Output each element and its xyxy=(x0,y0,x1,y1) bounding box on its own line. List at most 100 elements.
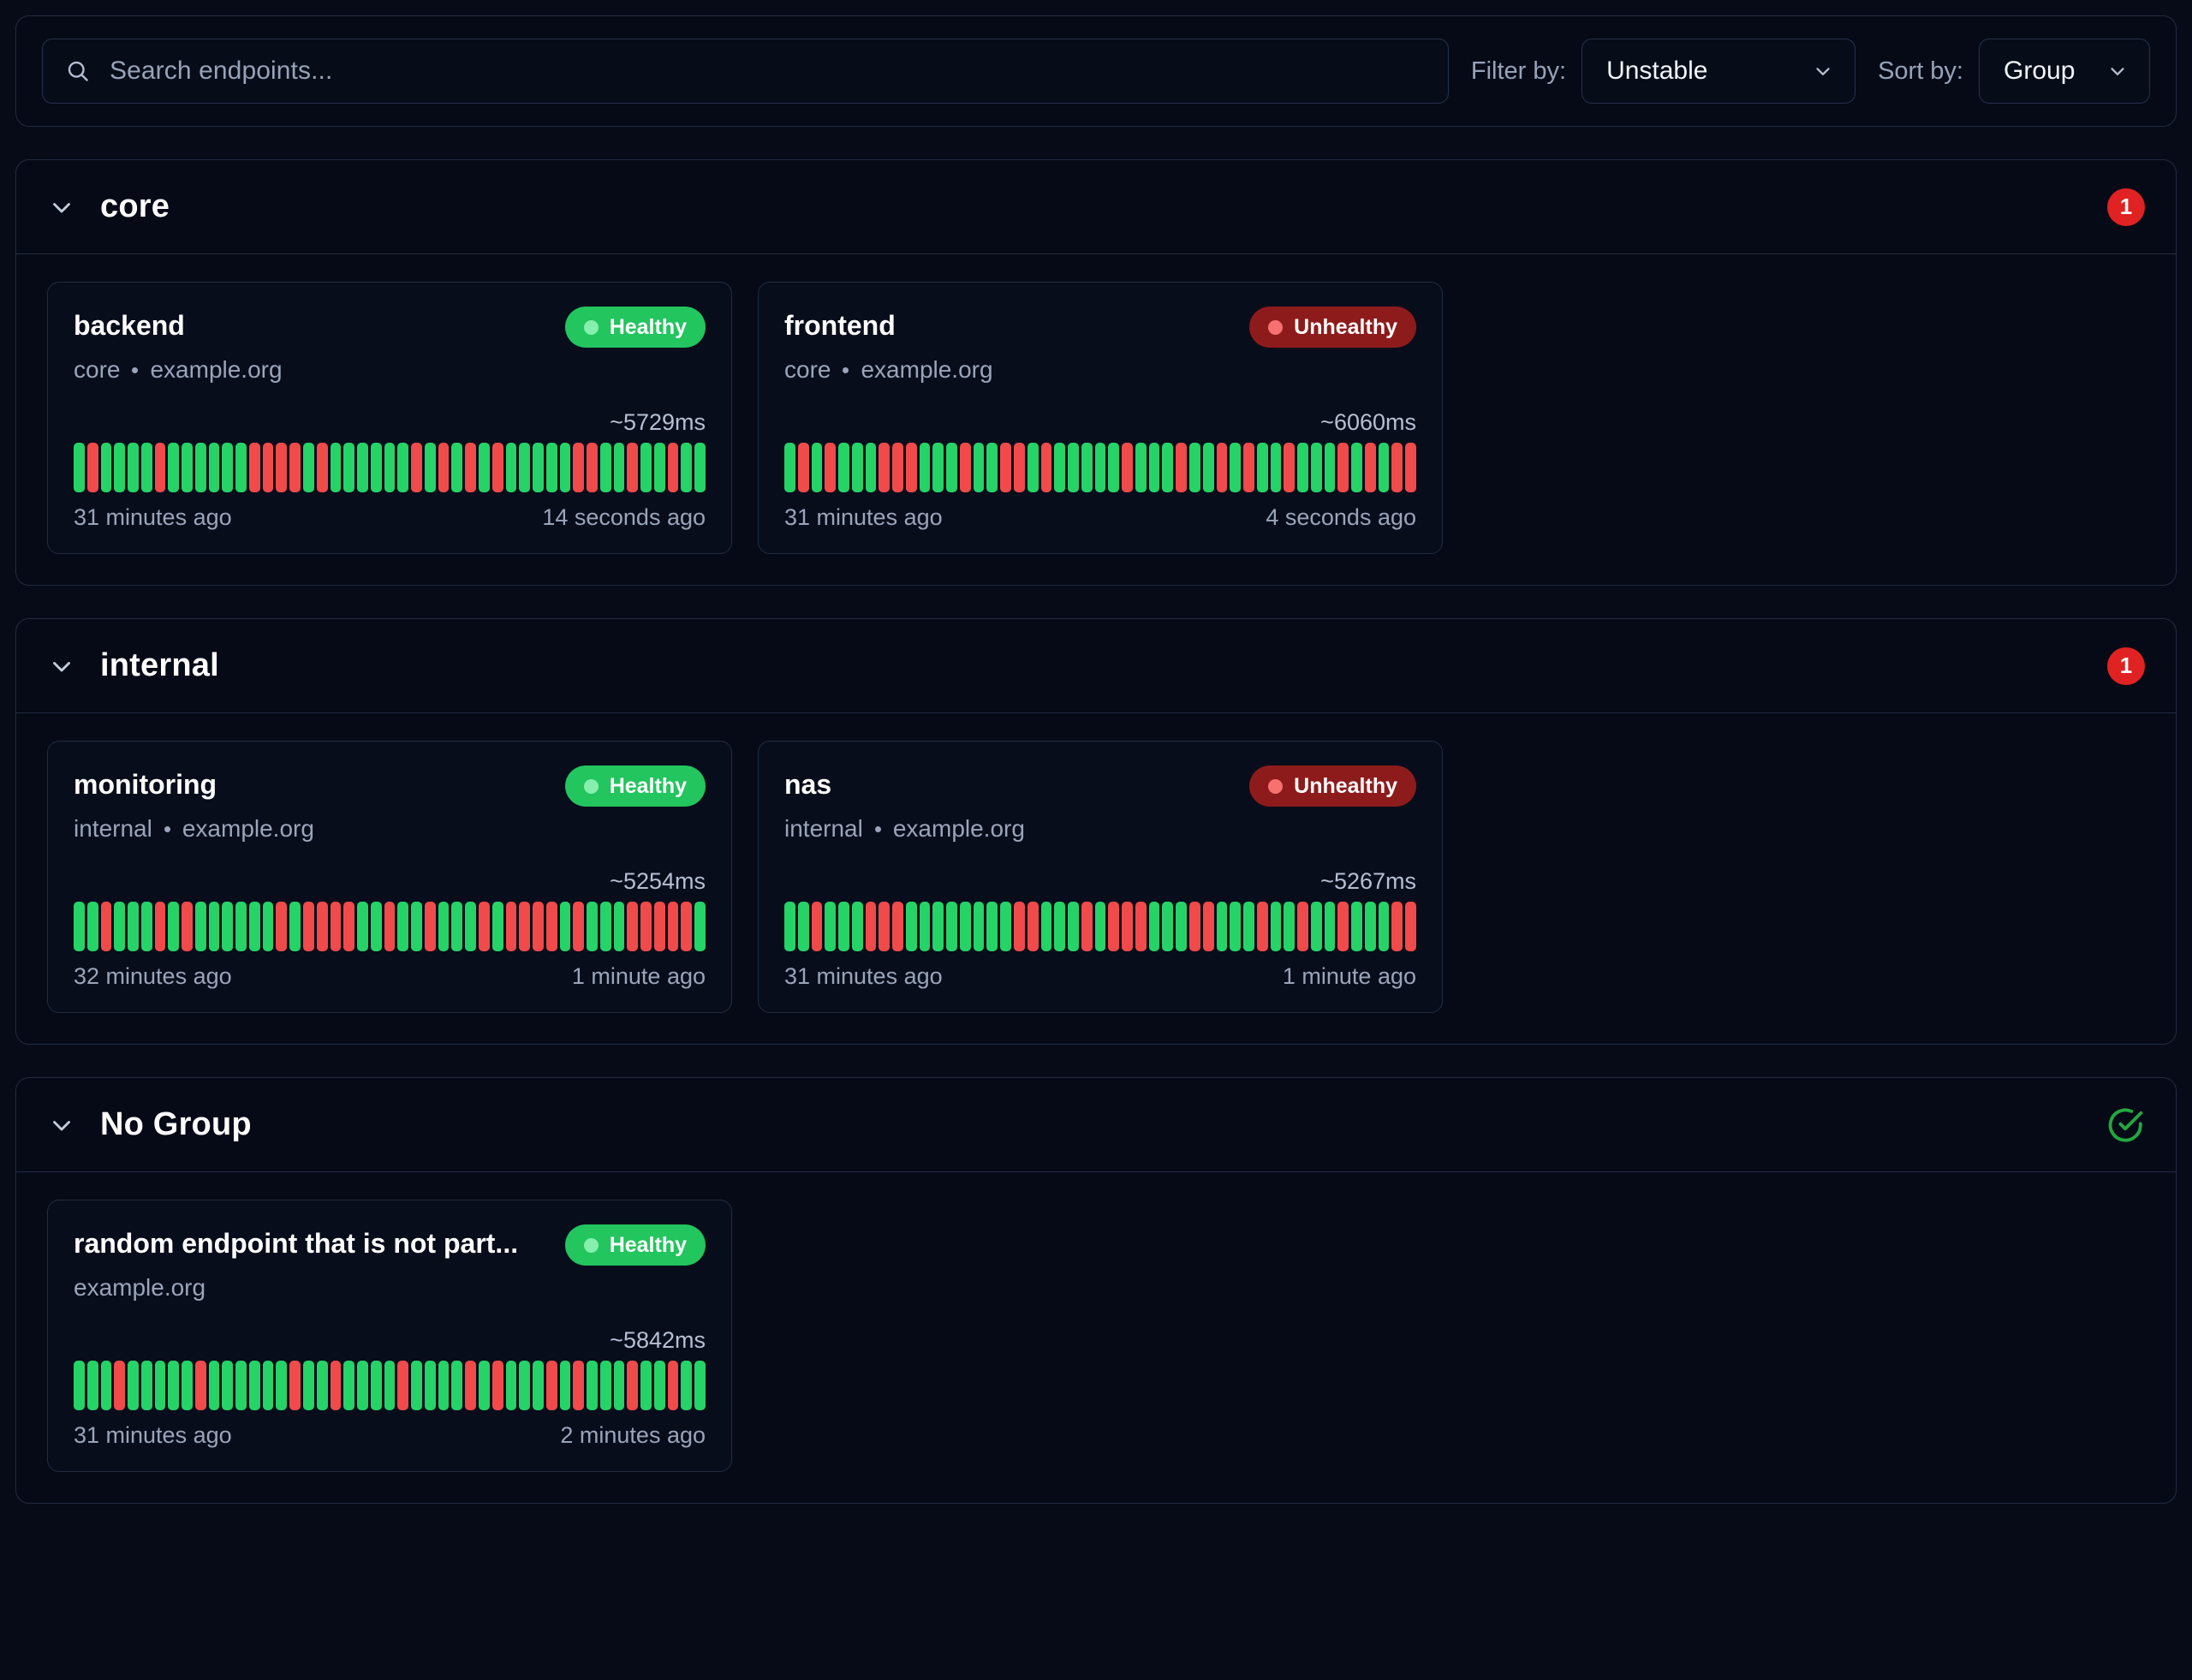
status-bar[interactable] xyxy=(397,1361,409,1410)
status-bar[interactable] xyxy=(235,443,247,492)
status-bar[interactable] xyxy=(384,1361,396,1410)
status-bar[interactable] xyxy=(411,902,422,951)
status-bar[interactable] xyxy=(465,902,476,951)
status-bar[interactable] xyxy=(1324,443,1336,492)
status-bar[interactable] xyxy=(128,902,139,951)
status-bar[interactable] xyxy=(1364,443,1376,492)
status-bar[interactable] xyxy=(533,443,544,492)
status-bar[interactable] xyxy=(357,902,368,951)
status-bar[interactable] xyxy=(1351,902,1362,951)
status-bar[interactable] xyxy=(905,443,917,492)
status-bar[interactable] xyxy=(587,443,598,492)
status-bar[interactable] xyxy=(384,902,396,951)
status-bar[interactable] xyxy=(465,1361,476,1410)
status-bar[interactable] xyxy=(114,902,126,951)
status-bar[interactable] xyxy=(208,443,220,492)
status-bar[interactable] xyxy=(653,902,665,951)
status-bar[interactable] xyxy=(86,443,98,492)
status-bar[interactable] xyxy=(316,902,328,951)
status-bar[interactable] xyxy=(1270,902,1282,951)
group-header-internal[interactable]: internal 1 xyxy=(16,619,2176,713)
status-bar[interactable] xyxy=(451,443,463,492)
status-bar[interactable] xyxy=(681,902,693,951)
status-bar[interactable] xyxy=(222,1361,234,1410)
status-bar[interactable] xyxy=(627,1361,639,1410)
status-bar[interactable] xyxy=(330,443,342,492)
status-bar[interactable] xyxy=(86,1361,98,1410)
status-bar[interactable] xyxy=(587,902,598,951)
status-bar[interactable] xyxy=(1068,443,1079,492)
status-bar[interactable] xyxy=(411,443,422,492)
status-bar[interactable] xyxy=(1040,443,1052,492)
status-bar[interactable] xyxy=(505,1361,517,1410)
status-bar[interactable] xyxy=(248,902,260,951)
status-bar[interactable] xyxy=(343,443,355,492)
status-bar[interactable] xyxy=(1324,902,1336,951)
status-bar[interactable] xyxy=(74,1361,85,1410)
status-bar[interactable] xyxy=(128,443,139,492)
status-bar[interactable] xyxy=(451,902,463,951)
status-bar[interactable] xyxy=(559,443,571,492)
status-bar[interactable] xyxy=(1000,902,1012,951)
status-bar[interactable] xyxy=(248,1361,260,1410)
status-bar[interactable] xyxy=(1364,902,1376,951)
status-bar[interactable] xyxy=(694,902,706,951)
status-bar[interactable] xyxy=(182,1361,193,1410)
status-bar[interactable] xyxy=(811,902,823,951)
status-bar[interactable] xyxy=(86,902,98,951)
status-bar[interactable] xyxy=(316,443,328,492)
status-bar[interactable] xyxy=(879,902,890,951)
status-bar[interactable] xyxy=(653,443,665,492)
status-bar[interactable] xyxy=(545,1361,557,1410)
status-bar[interactable] xyxy=(262,902,274,951)
status-bar[interactable] xyxy=(168,443,180,492)
status-bar[interactable] xyxy=(640,902,652,951)
status-bar[interactable] xyxy=(357,443,368,492)
status-bar[interactable] xyxy=(1108,443,1120,492)
status-bar[interactable] xyxy=(1162,902,1174,951)
status-bar[interactable] xyxy=(653,1361,665,1410)
status-bar[interactable] xyxy=(613,1361,625,1410)
status-bar[interactable] xyxy=(1351,443,1362,492)
status-bar[interactable] xyxy=(168,902,180,951)
status-bar[interactable] xyxy=(74,443,85,492)
status-bar[interactable] xyxy=(519,1361,531,1410)
status-bar[interactable] xyxy=(533,902,544,951)
status-bar[interactable] xyxy=(587,1361,598,1410)
status-bar[interactable] xyxy=(384,443,396,492)
group-header-core[interactable]: core 1 xyxy=(16,160,2176,254)
status-bar[interactable] xyxy=(573,443,585,492)
status-bar[interactable] xyxy=(411,1361,422,1410)
status-bar[interactable] xyxy=(1216,443,1228,492)
status-bar[interactable] xyxy=(599,443,611,492)
status-bar[interactable] xyxy=(1337,443,1349,492)
status-bar[interactable] xyxy=(667,443,679,492)
status-bar[interactable] xyxy=(559,902,571,951)
status-bar[interactable] xyxy=(370,902,382,951)
status-bar[interactable] xyxy=(1391,443,1403,492)
endpoint-card[interactable]: frontend Unhealthy core example.org ~6060ms 3… xyxy=(758,282,1443,554)
status-bar[interactable] xyxy=(154,443,166,492)
status-bar[interactable] xyxy=(1297,902,1308,951)
status-bar[interactable] xyxy=(1135,902,1147,951)
status-bar[interactable] xyxy=(851,443,863,492)
status-bar[interactable] xyxy=(128,1361,139,1410)
status-bar[interactable] xyxy=(545,443,557,492)
status-bar[interactable] xyxy=(1122,443,1133,492)
status-bar[interactable] xyxy=(343,1361,355,1410)
status-bar[interactable] xyxy=(784,443,795,492)
status-bar[interactable] xyxy=(1148,443,1160,492)
status-bar[interactable] xyxy=(1014,902,1025,951)
status-bar[interactable] xyxy=(194,902,206,951)
status-bar[interactable] xyxy=(545,902,557,951)
status-bar[interactable] xyxy=(1405,902,1416,951)
status-bar[interactable] xyxy=(1040,902,1052,951)
status-bar[interactable] xyxy=(182,443,193,492)
status-bar[interactable] xyxy=(797,443,809,492)
status-bar[interactable] xyxy=(100,443,112,492)
status-bar[interactable] xyxy=(208,902,220,951)
status-bar[interactable] xyxy=(1337,902,1349,951)
status-bar[interactable] xyxy=(599,902,611,951)
status-bar[interactable] xyxy=(505,443,517,492)
status-bar[interactable] xyxy=(865,902,877,951)
